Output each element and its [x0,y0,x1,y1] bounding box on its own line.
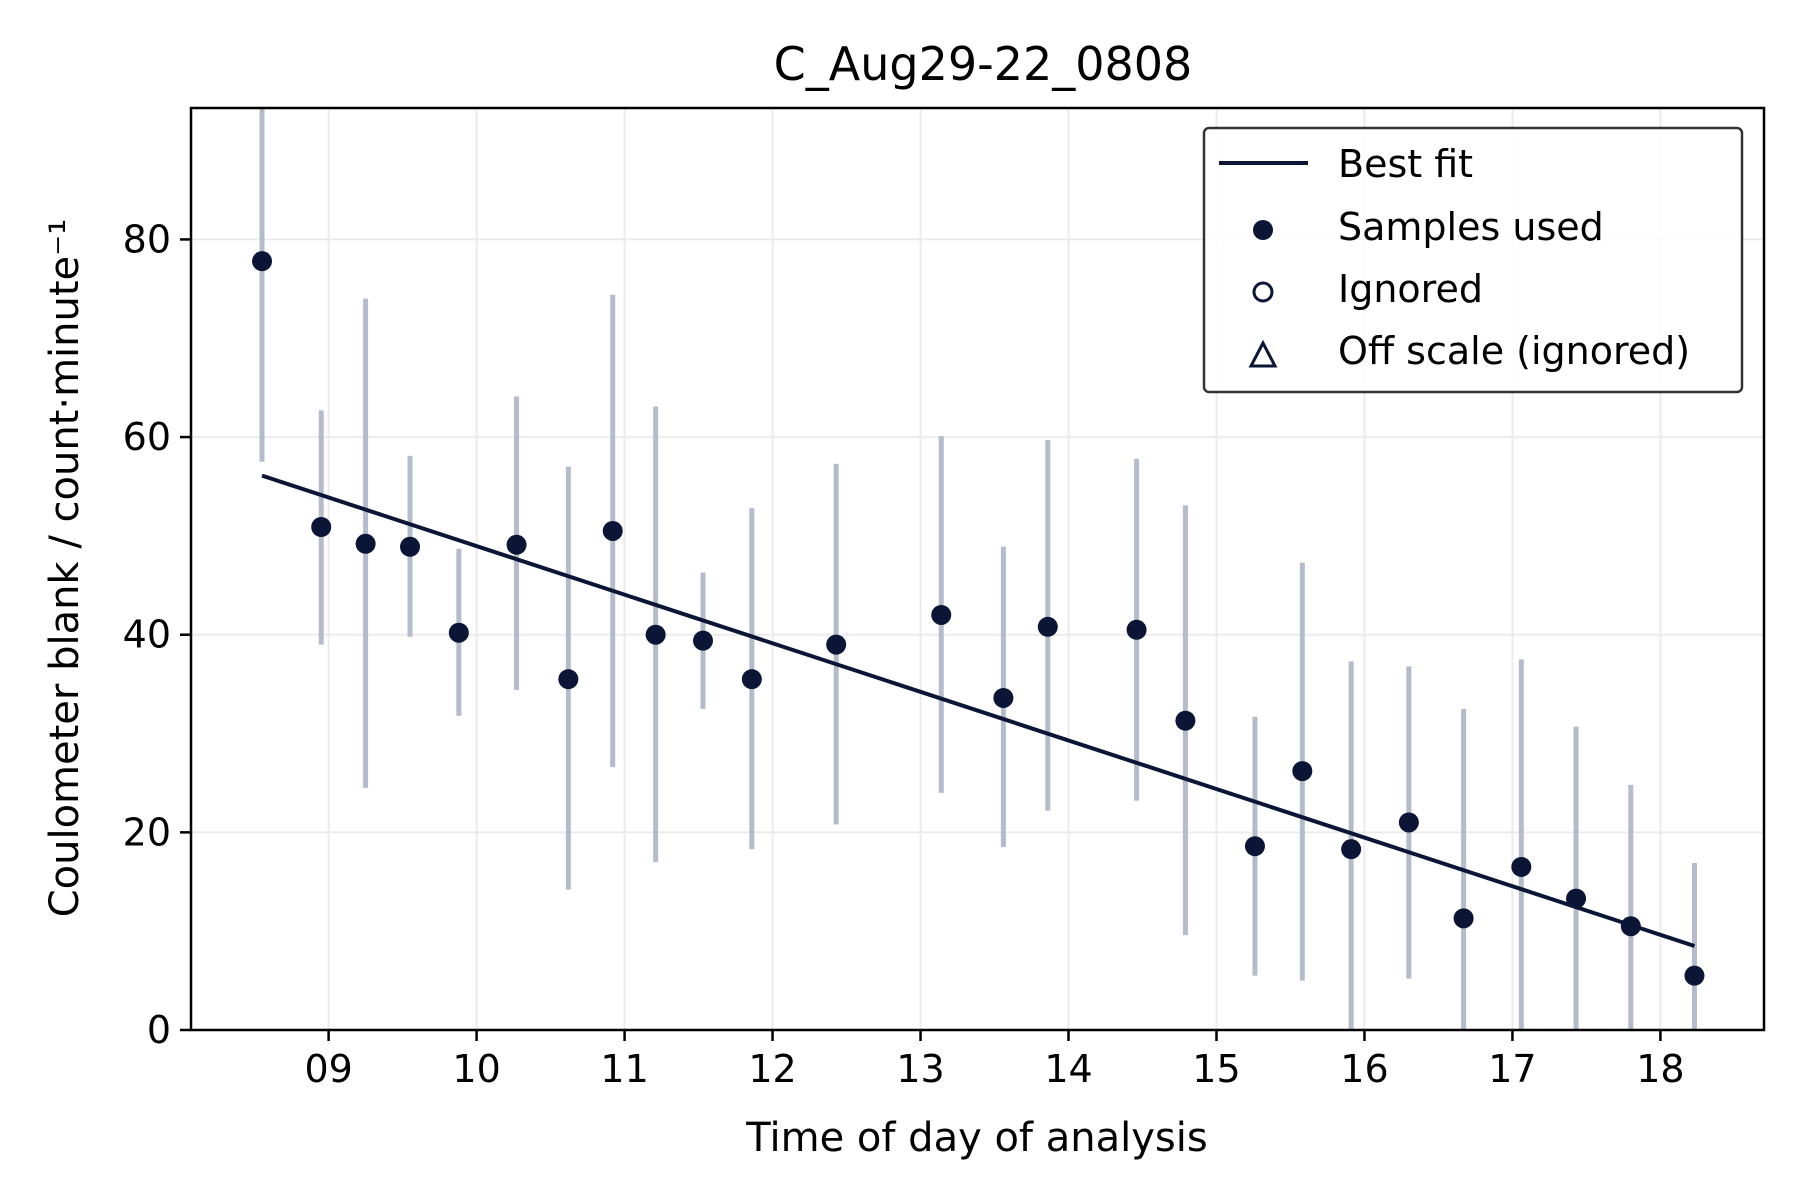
y-axis-ticks: 0 20 40 60 80 [123,217,191,1052]
x-tick-label: 16 [1340,1047,1388,1091]
sample-point [1684,965,1705,986]
y-axis-label: Coulometer blank / count·minute⁻¹ [42,219,88,918]
y-tick-label: 20 [123,810,171,854]
legend-off-scale-swatch [1248,339,1278,368]
sample-point [311,517,332,538]
sample-point [693,630,714,651]
sample-point [448,622,469,643]
sample-point [1453,908,1474,929]
legend-off-scale-label: Off scale (ignored) [1338,329,1690,373]
sample-point [826,634,847,655]
sample-point [645,624,666,645]
chart-title: C_Aug29-22_0808 [774,37,1193,91]
y-tick-label: 60 [123,415,171,459]
sample-point [252,251,273,272]
legend: Best fit Samples used Ignored Off scale … [1202,126,1744,394]
y-tick-label: 0 [147,1008,171,1052]
sample-point [1511,856,1532,877]
sample-point [1244,836,1265,857]
plot-frame [189,106,1766,1032]
sample-point [1175,710,1196,731]
sample-point [506,534,527,555]
x-axis-label: Time of day of analysis [745,1115,1207,1161]
best-fit-line-group [261,473,1696,948]
sample-point [1566,888,1587,909]
x-tick-label: 13 [896,1047,944,1091]
x-tick-label: 15 [1192,1047,1240,1091]
y-tick-label: 40 [123,613,171,657]
x-axis-ticks: 09 10 11 12 13 14 15 16 17 18 [304,1030,1685,1091]
sample-point [400,536,421,557]
x-tick-label: 18 [1636,1047,1684,1091]
y-tick-label: 80 [123,217,171,261]
x-tick-label: 11 [600,1047,648,1091]
sample-point [355,533,376,554]
sample-point [1620,916,1641,937]
sample-points [252,251,1705,986]
legend-samples-used-swatch [1253,220,1273,240]
sample-point [931,604,952,625]
x-tick-label: 14 [1044,1047,1092,1091]
sample-point [558,669,579,690]
sample-point [1126,619,1147,640]
sample-point [1398,812,1419,833]
legend-best-fit-label: Best fit [1338,142,1473,186]
x-tick-label: 09 [304,1047,352,1091]
legend-samples-used-label: Samples used [1338,205,1604,249]
best-fit-line [261,473,1696,948]
legend-box [1202,126,1744,394]
sample-point [1341,839,1362,860]
x-tick-label: 12 [748,1047,796,1091]
x-tick-label: 10 [452,1047,500,1091]
sample-point [993,687,1014,708]
sample-point [741,669,762,690]
sample-point [1037,616,1058,637]
legend-ignored-swatch [1252,281,1274,303]
sample-point [1292,761,1313,782]
x-tick-label: 17 [1488,1047,1536,1091]
sample-point [602,520,623,541]
legend-ignored-label: Ignored [1338,267,1483,311]
